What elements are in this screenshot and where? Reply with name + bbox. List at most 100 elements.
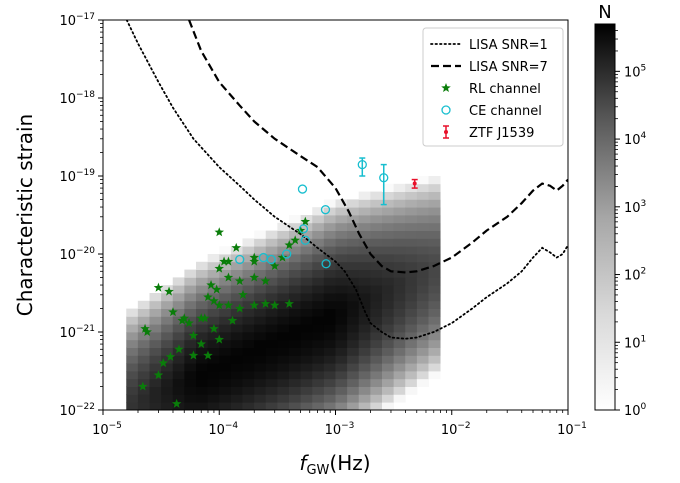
- rl-channel-point: [260, 276, 271, 286]
- heatmap-cell: [312, 308, 325, 317]
- heatmap-cell: [382, 199, 395, 208]
- heatmap-cell: [382, 285, 395, 294]
- heatmap-cell: [137, 402, 150, 410]
- heatmap-cell: [207, 254, 220, 263]
- heatmap-cell: [230, 394, 243, 403]
- heatmap-cell: [347, 308, 360, 317]
- heatmap-cell: [312, 355, 325, 364]
- heatmap-cell: [289, 222, 302, 231]
- heatmap-cell: [289, 230, 302, 239]
- heatmap-cell: [382, 183, 395, 192]
- heatmap-cell: [382, 207, 395, 216]
- heatmap-cell: [184, 293, 197, 302]
- heatmap-cell: [230, 300, 243, 309]
- rl-channel-point: [211, 284, 222, 294]
- heatmap-cell: [300, 269, 313, 278]
- rl-channel-point: [223, 272, 234, 282]
- heatmap-cell: [335, 378, 348, 387]
- heatmap-cell: [393, 215, 406, 224]
- heatmap-cell: [265, 277, 278, 286]
- ce-channel-point: [258, 252, 269, 263]
- heatmap-cell: [265, 246, 278, 255]
- heatmap-cell: [265, 394, 278, 403]
- rl-channel-point: [153, 282, 164, 292]
- heatmap-cell: [428, 207, 441, 216]
- heatmap-cell: [184, 332, 197, 341]
- heatmap-cell: [358, 222, 371, 231]
- heatmap-cell: [149, 339, 162, 348]
- heatmap-cell: [393, 277, 406, 286]
- heatmap-cell: [393, 371, 406, 380]
- heatmap-cell: [265, 316, 278, 325]
- heatmap-cell: [277, 230, 290, 239]
- heatmap-cell: [137, 378, 150, 387]
- heatmap-cell: [277, 332, 290, 341]
- legend-label: CE channel: [469, 104, 542, 119]
- heatmap-cell: [300, 293, 313, 302]
- colorbar-tick-label: 102: [624, 267, 646, 284]
- heatmap-cell: [219, 261, 232, 270]
- heatmap-cell: [393, 332, 406, 341]
- heatmap-cell: [300, 300, 313, 309]
- heatmap-cell: [370, 254, 383, 263]
- heatmap-cell: [323, 347, 336, 356]
- heatmap-cell: [312, 261, 325, 270]
- heatmap-cell: [323, 293, 336, 302]
- heatmap-cell: [161, 324, 174, 333]
- heatmap-cell: [335, 222, 348, 231]
- ce-channel-point: [281, 249, 292, 259]
- heatmap-cell: [370, 238, 383, 247]
- heatmap-cell: [265, 339, 278, 348]
- heatmap-cell: [161, 285, 174, 294]
- heatmap-cell: [242, 308, 255, 317]
- heatmap-cell: [196, 371, 209, 380]
- colorbar-tick-exp: 5: [641, 63, 647, 73]
- x-axis-label-main: f: [299, 451, 309, 475]
- rl-channel-point: [231, 242, 241, 252]
- rl-channel-point: [234, 276, 245, 286]
- heatmap-cell: [428, 363, 441, 372]
- heatmap-cell: [300, 246, 313, 255]
- heatmap-cell: [428, 371, 441, 380]
- heatmap-cell: [289, 215, 302, 224]
- heatmap-cell: [277, 246, 290, 255]
- heatmap-cell: [428, 215, 441, 224]
- heatmap-cell: [149, 293, 162, 302]
- heatmap-cell: [358, 285, 371, 294]
- heatmap-cell: [196, 378, 209, 387]
- heatmap-cell: [242, 293, 255, 302]
- heatmap-cell: [300, 347, 313, 356]
- heatmap-cell: [416, 316, 429, 325]
- heatmap-cell: [335, 215, 348, 224]
- heatmap-cell: [149, 308, 162, 317]
- legend-swatch: [441, 83, 451, 93]
- colorbar-tick-base: 10: [624, 404, 641, 419]
- heatmap-cell: [254, 378, 267, 387]
- heatmap-cell: [370, 300, 383, 309]
- heatmap-cell: [323, 277, 336, 286]
- rl-channel-point: [188, 330, 199, 340]
- heatmap-cell: [382, 277, 395, 286]
- heatmap-cell: [335, 254, 348, 263]
- heatmap-cell: [393, 386, 406, 395]
- heatmap-cell: [219, 386, 232, 395]
- y-tick-label: 10−19: [59, 168, 95, 185]
- heatmap-cell: [347, 261, 360, 270]
- heatmap-cell: [219, 269, 232, 278]
- heatmap-cell: [219, 378, 232, 387]
- heatmap-cell: [382, 402, 395, 410]
- colorbar-tick-base: 10: [624, 336, 641, 351]
- heatmap-cell: [382, 254, 395, 263]
- heatmap-cell: [277, 386, 290, 395]
- x-tick-label: 10−2: [441, 421, 471, 438]
- heatmap-cell: [323, 308, 336, 317]
- heatmap-cell: [277, 355, 290, 364]
- rl-channel-point: [153, 370, 164, 380]
- heatmap-cell: [184, 378, 197, 387]
- heatmap-cell: [172, 363, 185, 372]
- heatmap-cell: [370, 191, 383, 200]
- heatmap-cell: [219, 324, 232, 333]
- heatmap-cell: [219, 254, 232, 263]
- heatmap-cell: [149, 332, 162, 341]
- heatmap-cell: [289, 339, 302, 348]
